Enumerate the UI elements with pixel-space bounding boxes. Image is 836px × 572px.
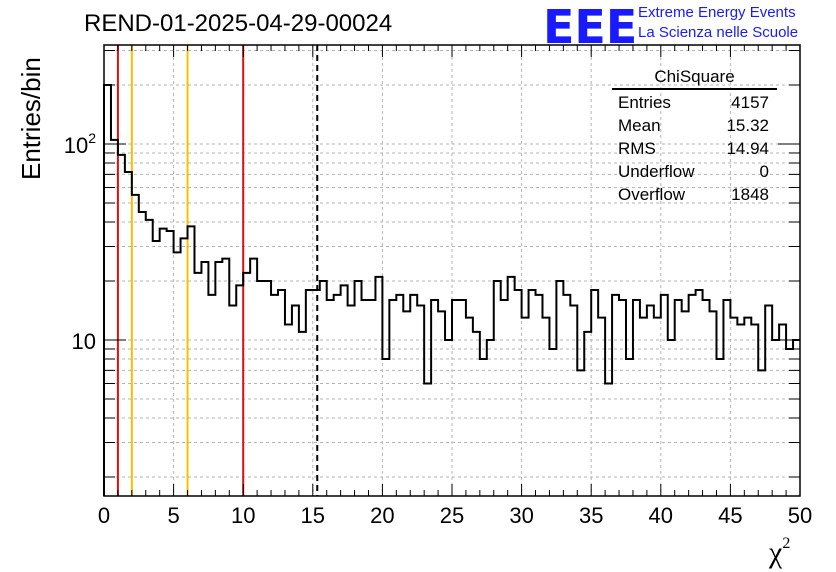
x-tick-label: 35 <box>579 503 603 528</box>
stats-row-underflow: Underflow 0 <box>612 160 777 183</box>
stats-value: 14.94 <box>726 139 769 158</box>
stats-value: 15.32 <box>726 116 769 135</box>
x-tick-label: 5 <box>167 503 179 528</box>
stats-title: ChiSquare <box>612 67 777 90</box>
stats-label: RMS <box>618 139 656 158</box>
stats-value: 4157 <box>731 93 769 112</box>
stats-label: Underflow <box>618 162 695 181</box>
y-axis-label: Entries/bin <box>16 57 46 180</box>
logo-line-1: Extreme Energy Events <box>638 4 796 21</box>
stats-row-rms: RMS 14.94 <box>612 137 777 160</box>
x-tick-label: 20 <box>370 503 394 528</box>
x-tick-label: 0 <box>98 503 110 528</box>
x-axis-label: χ2 <box>769 535 791 569</box>
y-tick-label: 102 <box>64 130 96 158</box>
stats-row-mean: Mean 15.32 <box>612 114 777 137</box>
x-tick-label: 30 <box>509 503 533 528</box>
stats-label: Overflow <box>618 185 686 204</box>
eee-logo: EEE <box>543 0 638 54</box>
chart-title: REND-01-2025-04-29-00024 <box>84 10 393 37</box>
stats-row-overflow: Overflow 1848 <box>612 183 777 206</box>
stats-label: Mean <box>618 116 661 135</box>
x-tick-label: 15 <box>301 503 325 528</box>
stats-value: 0 <box>759 162 769 181</box>
x-tick-label: 45 <box>718 503 742 528</box>
x-tick-label: 10 <box>231 503 255 528</box>
y-tick-label: 10 <box>72 329 96 354</box>
stats-row-entries: Entries 4157 <box>612 91 777 114</box>
stats-box: ChiSquare Entries 4157 Mean 15.32 RMS 14.94 Un… <box>612 67 777 206</box>
histogram-series-line <box>103 84 800 496</box>
x-tick-label: 40 <box>649 503 673 528</box>
x-tick-label: 50 <box>788 503 812 528</box>
x-tick-label: 25 <box>440 503 464 528</box>
stats-label: Entries <box>618 93 671 112</box>
stats-value: 1848 <box>731 185 769 204</box>
logo-line-2: La Scienza nelle Scuole <box>638 24 799 41</box>
